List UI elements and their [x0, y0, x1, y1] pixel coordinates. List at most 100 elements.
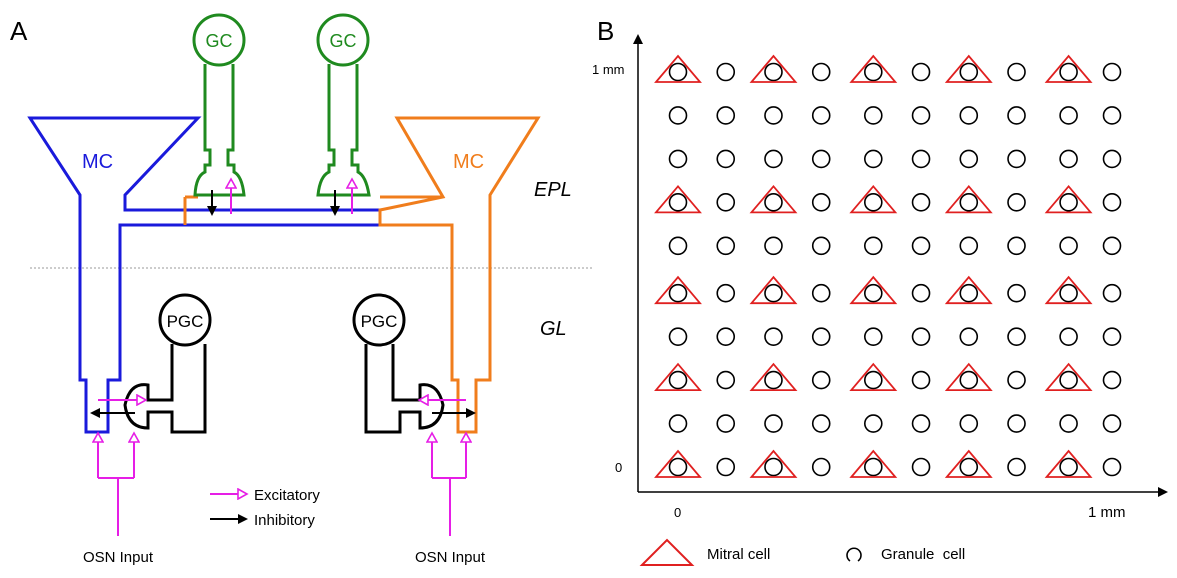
granule-cell-marker: [1102, 193, 1122, 212]
granule-cell-left-soma: [192, 13, 246, 67]
granule-cell-marker: [863, 283, 883, 303]
osn-input-left-label: OSN Input: [83, 549, 154, 566]
granule-cell-marker: [716, 62, 736, 82]
granule-cell-marker: [1007, 370, 1026, 390]
granule-cell-marker: [1007, 414, 1026, 433]
mitral-cell-marker: [944, 184, 993, 214]
granule-cell-marker: [1102, 62, 1122, 82]
granule-cell-right-label: GC: [330, 31, 357, 51]
mitral-cell-marker: [749, 362, 798, 391]
mitral-cell-marker: [1044, 184, 1093, 214]
granule-cell-marker: [863, 414, 883, 433]
legend-granule-label: Granule cell: [881, 546, 965, 563]
legend-mitral-marker: [639, 538, 695, 566]
granule-cell-marker: [1059, 149, 1078, 169]
granule-cell-marker: [959, 62, 979, 82]
granule-cell-left-dendrite: [193, 64, 246, 197]
granule-cell-marker: [863, 327, 883, 346]
panel-b-legend: Mitral cell Granule cell: [639, 538, 965, 566]
granule-cell-marker: [1102, 414, 1122, 433]
osn-input-right: OSN Input: [415, 434, 486, 566]
granule-cells: [668, 62, 1122, 477]
mitral-cell-marker: [1044, 449, 1093, 478]
panel-a-label: A: [10, 16, 28, 46]
osn-input-left: OSN Input: [83, 434, 154, 566]
legend-granule-marker: [846, 547, 862, 562]
granule-cell-marker: [863, 193, 883, 212]
legend-mitral-label: Mitral cell: [707, 546, 770, 563]
granule-cell-marker: [764, 327, 783, 346]
mitral-cell-marker: [1044, 54, 1093, 83]
mitral-cell-right-shape: [378, 116, 541, 434]
granule-cell-marker: [716, 193, 736, 212]
mitral-cell-left-label: MC: [82, 151, 113, 173]
granule-cell-marker: [911, 149, 931, 169]
panel-b-label: B: [597, 16, 614, 46]
granule-cell-marker: [716, 106, 736, 125]
panel-b: B 1 mm 0 0 1 mm Mitral cell Granule cell: [592, 16, 1168, 566]
granule-cell-marker: [863, 370, 883, 390]
granule-cell-marker: [911, 193, 931, 212]
granule-cell-left: GC: [192, 13, 246, 197]
granule-cell-marker: [668, 236, 688, 256]
granule-cell-right-dendrite: [316, 64, 371, 197]
granule-cell-marker: [863, 457, 883, 477]
granule-cell-marker: [811, 414, 831, 433]
mitral-cell-marker: [849, 184, 898, 214]
granule-cell-marker: [764, 457, 783, 477]
granule-cell-marker: [1102, 327, 1122, 346]
granule-cell-marker: [959, 149, 979, 169]
granule-cell-marker: [863, 149, 883, 169]
granule-cell-marker: [764, 106, 783, 125]
mitral-cell-marker: [654, 362, 702, 391]
granule-cell-marker: [1059, 327, 1078, 346]
granule-cell-marker: [959, 327, 979, 346]
granule-cell-marker: [959, 106, 979, 125]
granule-cell-marker: [1059, 106, 1078, 125]
pgc-right: PGC: [352, 293, 445, 434]
granule-cell-marker: [1007, 62, 1026, 82]
granule-cell-marker: [716, 236, 736, 256]
granule-cell-marker: [1007, 283, 1026, 303]
granule-cell-marker: [1007, 149, 1026, 169]
granule-cell-marker: [668, 106, 688, 125]
mitral-cell-marker: [944, 362, 993, 391]
granule-cell-marker: [668, 370, 688, 390]
granule-cell-marker: [716, 283, 736, 303]
osn-left-lines: [97, 440, 135, 536]
granule-cell-marker: [764, 236, 783, 256]
mitral-cell-marker: [1044, 275, 1093, 305]
granule-cell-marker: [911, 327, 931, 346]
granule-cell-marker: [959, 193, 979, 212]
granule-cell-marker: [1102, 457, 1122, 477]
granule-cell-marker: [716, 414, 736, 433]
granule-cell-marker: [1059, 236, 1078, 256]
y-axis-top-label: 1 mm: [592, 62, 625, 77]
granule-cell-right: GC: [316, 13, 371, 197]
granule-cell-marker: [716, 370, 736, 390]
mitral-cell-marker: [749, 54, 798, 83]
pgc-right-dendrite: [364, 344, 445, 434]
pgc-left-label: PGC: [167, 312, 204, 331]
granule-cell-marker: [1059, 193, 1078, 212]
mitral-cell-marker: [849, 275, 898, 305]
granule-cell-marker: [1102, 149, 1122, 169]
granule-cell-marker: [863, 236, 883, 256]
mitral-cell-marker: [749, 184, 798, 214]
granule-cell-right-soma: [316, 13, 370, 67]
mitral-cell-marker: [654, 449, 702, 478]
mitral-cells: [654, 54, 1093, 478]
mitral-cell-marker: [1044, 362, 1093, 391]
x-axis-left-label: 0: [674, 505, 681, 520]
granule-cell-marker: [1059, 414, 1078, 433]
granule-cell-marker: [811, 370, 831, 390]
granule-cell-marker: [1059, 370, 1078, 390]
panel-a-legend: Excitatory Inhibitory: [210, 487, 320, 529]
pgc-right-soma: [352, 293, 406, 347]
mitral-cell-marker: [654, 275, 702, 305]
layer-epl-label: EPL: [534, 179, 572, 201]
mitral-cell-marker: [654, 54, 702, 83]
granule-cell-marker: [911, 283, 931, 303]
granule-cell-marker: [959, 414, 979, 433]
